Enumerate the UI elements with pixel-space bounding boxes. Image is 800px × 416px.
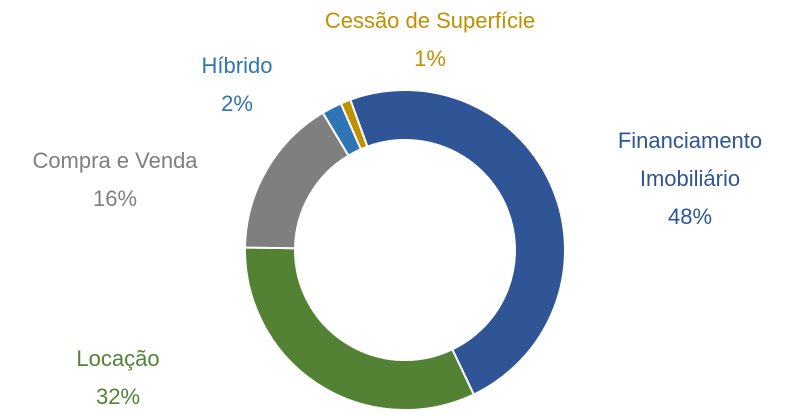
category-name: Locação bbox=[76, 346, 160, 371]
value-label: 16% bbox=[92, 186, 138, 211]
category-name: Cessão de Superfície bbox=[324, 8, 536, 33]
category-name: Híbrido bbox=[201, 53, 273, 78]
value-label: 32% bbox=[95, 384, 141, 409]
value-label: 2% bbox=[221, 91, 253, 116]
slice-label: Híbrido 2% bbox=[177, 47, 297, 123]
slice bbox=[244, 111, 350, 250]
slice bbox=[244, 246, 476, 411]
slice bbox=[348, 89, 566, 396]
slice-label: Cessão de Superfície 1% bbox=[300, 2, 560, 78]
value-label: 48% bbox=[667, 204, 713, 229]
slice-label: Financiamento Imobiliário 48% bbox=[600, 122, 780, 236]
slice-label: Compra e Venda 16% bbox=[15, 142, 215, 218]
category-name: Compra e Venda bbox=[32, 148, 198, 173]
value-label: 1% bbox=[414, 46, 446, 71]
category-name: Financiamento Imobiliário bbox=[617, 128, 763, 191]
slice-label: Locação 32% bbox=[58, 340, 178, 416]
slice bbox=[339, 98, 369, 151]
